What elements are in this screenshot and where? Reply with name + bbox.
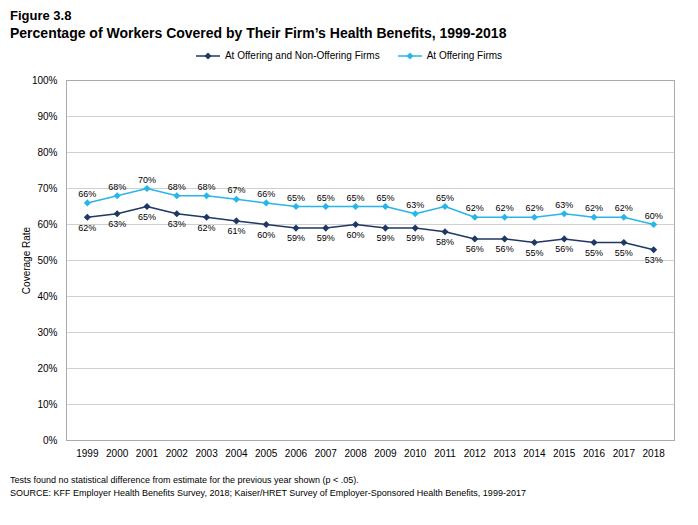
- svg-text:63%: 63%: [406, 200, 424, 210]
- svg-text:62%: 62%: [78, 223, 96, 233]
- svg-text:2015: 2015: [553, 448, 576, 459]
- svg-text:61%: 61%: [227, 226, 245, 236]
- svg-text:80%: 80%: [37, 147, 57, 158]
- svg-text:100%: 100%: [32, 75, 58, 86]
- svg-text:65%: 65%: [287, 193, 305, 203]
- svg-text:63%: 63%: [108, 219, 126, 229]
- svg-text:62%: 62%: [198, 223, 216, 233]
- svg-text:62%: 62%: [615, 203, 633, 213]
- svg-text:58%: 58%: [436, 237, 454, 247]
- svg-text:2006: 2006: [285, 448, 308, 459]
- svg-text:60%: 60%: [645, 211, 663, 221]
- svg-text:2018: 2018: [643, 448, 666, 459]
- svg-text:65%: 65%: [376, 193, 394, 203]
- svg-text:2010: 2010: [404, 448, 427, 459]
- svg-text:90%: 90%: [37, 111, 57, 122]
- svg-text:60%: 60%: [257, 230, 275, 240]
- svg-text:2011: 2011: [434, 448, 456, 459]
- html-text:Figure 3.8: Figure 3.8: [10, 8, 72, 23]
- svg-text:62%: 62%: [525, 203, 543, 213]
- svg-text:62%: 62%: [585, 203, 603, 213]
- svg-text:2017: 2017: [613, 448, 636, 459]
- svg-text:1999: 1999: [76, 448, 99, 459]
- svg-text:2009: 2009: [374, 448, 397, 459]
- svg-text:20%: 20%: [37, 363, 57, 374]
- svg-text:65%: 65%: [436, 193, 454, 203]
- svg-text:56%: 56%: [555, 244, 573, 254]
- html-text:SOURCE: KFF Employer Health Be: SOURCE: KFF Employer Health Benefits Sur…: [10, 488, 526, 498]
- svg-text:63%: 63%: [168, 219, 186, 229]
- svg-text:68%: 68%: [198, 182, 216, 192]
- svg-text:59%: 59%: [287, 233, 305, 243]
- svg-text:2005: 2005: [255, 448, 278, 459]
- svg-text:65%: 65%: [138, 212, 156, 222]
- svg-text:70%: 70%: [138, 175, 156, 185]
- svg-text:65%: 65%: [347, 193, 365, 203]
- svg-text:66%: 66%: [257, 189, 275, 199]
- svg-text:0%: 0%: [43, 435, 58, 446]
- svg-text:63%: 63%: [555, 200, 573, 210]
- svg-text:60%: 60%: [347, 230, 365, 240]
- svg-text:60%: 60%: [37, 219, 57, 230]
- svg-text:2008: 2008: [344, 448, 367, 459]
- svg-text:56%: 56%: [496, 244, 514, 254]
- svg-text:2001: 2001: [136, 448, 159, 459]
- svg-text:66%: 66%: [78, 189, 96, 199]
- svg-text:59%: 59%: [376, 233, 394, 243]
- svg-text:56%: 56%: [466, 244, 484, 254]
- html-text:Percentage of Workers Covered: Percentage of Workers Covered by Their F…: [10, 25, 507, 41]
- svg-text:53%: 53%: [645, 255, 663, 265]
- svg-text:62%: 62%: [466, 203, 484, 213]
- svg-text:2013: 2013: [493, 448, 516, 459]
- svg-text:2016: 2016: [583, 448, 606, 459]
- svg-text:30%: 30%: [37, 327, 57, 338]
- svg-text:55%: 55%: [525, 248, 543, 258]
- svg-text:2003: 2003: [195, 448, 218, 459]
- svg-text:2002: 2002: [166, 448, 189, 459]
- html-text:Tests found no statistical dif: Tests found no statistical difference fr…: [10, 475, 359, 485]
- svg-text:55%: 55%: [615, 248, 633, 258]
- svg-text:40%: 40%: [37, 291, 57, 302]
- svg-text:50%: 50%: [37, 255, 57, 266]
- svg-text:2012: 2012: [464, 448, 487, 459]
- svg-text:55%: 55%: [585, 248, 603, 258]
- svg-text:59%: 59%: [317, 233, 335, 243]
- svg-text:59%: 59%: [406, 233, 424, 243]
- svg-text:10%: 10%: [37, 399, 57, 410]
- html-text:At Offering and Non-Offering F: At Offering and Non-Offering Firms: [225, 50, 380, 61]
- svg-text:2014: 2014: [523, 448, 546, 459]
- svg-text:67%: 67%: [227, 185, 245, 195]
- svg-text:68%: 68%: [168, 182, 186, 192]
- html-text:At Offering Firms: At Offering Firms: [426, 50, 502, 61]
- svg-text:70%: 70%: [37, 183, 57, 194]
- svg-text:2004: 2004: [225, 448, 248, 459]
- svg-text:68%: 68%: [108, 182, 126, 192]
- svg-text:2007: 2007: [315, 448, 338, 459]
- svg-text:65%: 65%: [317, 193, 335, 203]
- svg-text:Coverage Rate: Coverage Rate: [21, 226, 32, 294]
- svg-text:62%: 62%: [496, 203, 514, 213]
- svg-text:2000: 2000: [106, 448, 129, 459]
